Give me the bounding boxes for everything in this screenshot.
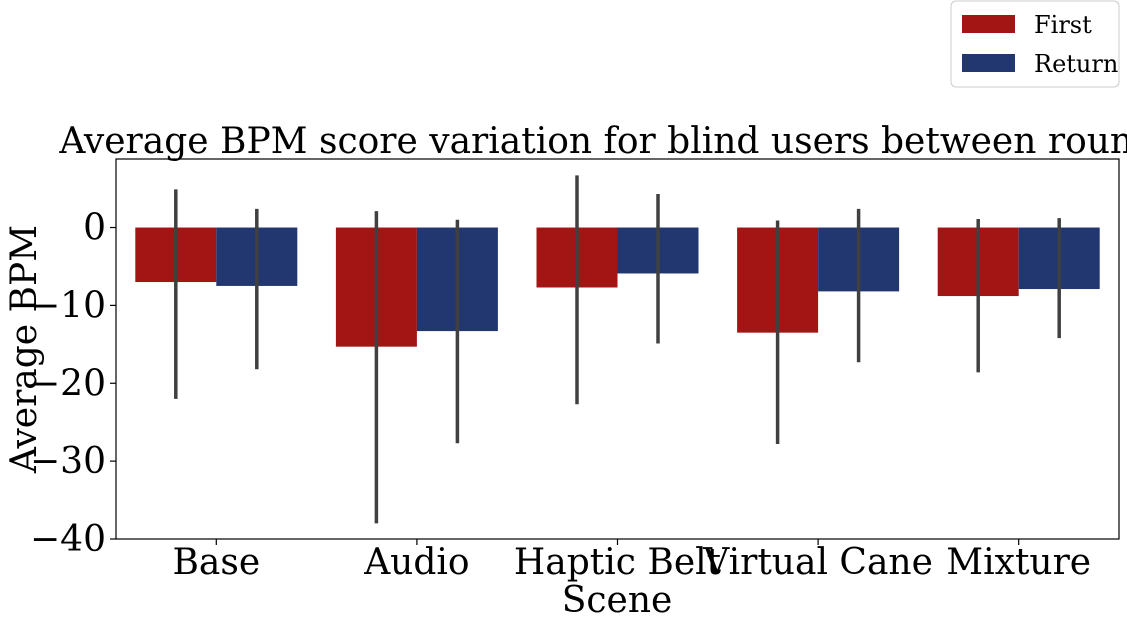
y-tick-label: −40 (30, 519, 106, 560)
x-tick-label: Haptic Belt (514, 542, 722, 583)
y-tick-label: 0 (83, 208, 106, 249)
legend: First Return (950, 0, 1120, 88)
x-tick-label: Audio (363, 542, 469, 583)
legend-label-first: First (1034, 11, 1092, 39)
legend-swatch-first (962, 15, 1015, 33)
y-tick-label: −30 (30, 441, 106, 482)
x-tick-label: Virtual Cane (702, 542, 933, 583)
x-tick-label: Mixture (946, 542, 1091, 583)
chart-title: Average BPM score variation for blind us… (58, 121, 1127, 162)
plot-area (135, 175, 1100, 524)
y-axis-title: Average BPM (4, 225, 45, 474)
legend-swatch-return (962, 54, 1015, 72)
y-axis: 0 −10 −20 −30 −40 (30, 208, 116, 560)
plot-frame (115, 158, 1120, 540)
x-axis-title: Scene (562, 580, 673, 621)
y-tick-label: −10 (30, 285, 106, 326)
legend-label-return: Return (1034, 50, 1118, 78)
y-tick-label: −20 (30, 363, 106, 404)
x-tick-label: Base (172, 542, 260, 583)
